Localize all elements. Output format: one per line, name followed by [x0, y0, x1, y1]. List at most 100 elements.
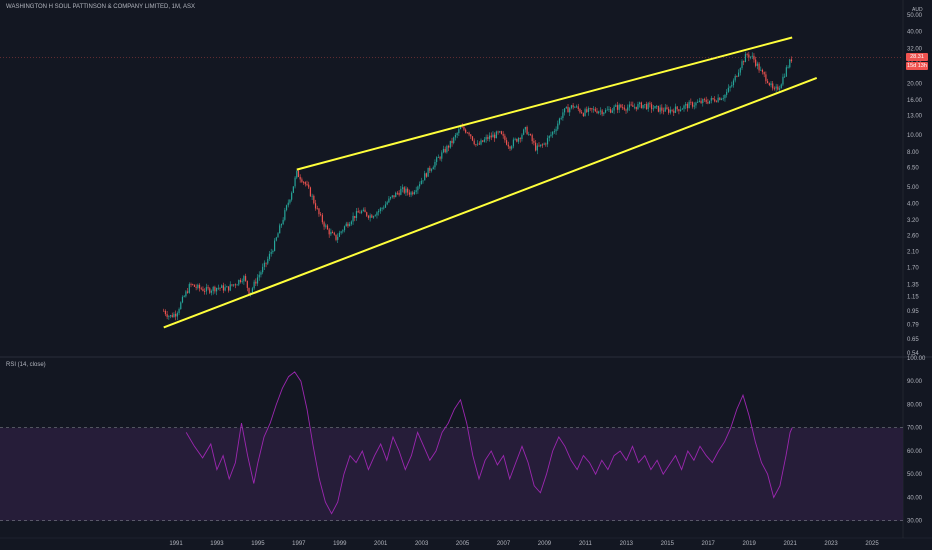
time-tick-label: 1995 [251, 541, 265, 547]
time-tick-label: 2019 [742, 541, 756, 547]
candle-up [272, 249, 274, 254]
candle-up [540, 144, 542, 148]
candle-up [284, 207, 286, 222]
candlestick-series [163, 51, 793, 321]
candle-body [639, 102, 641, 105]
candle-down [772, 81, 774, 91]
candle-down [444, 146, 446, 154]
candle-body [523, 129, 525, 135]
candle-up [454, 132, 457, 141]
candle-body [490, 135, 492, 138]
candle-up [410, 191, 412, 198]
candle-up [780, 83, 782, 89]
price-tick-label: 0.65 [907, 337, 919, 343]
candle-body [575, 106, 578, 108]
candle-down [366, 211, 368, 218]
candle-body [296, 170, 298, 178]
candle-body [316, 208, 318, 210]
candle-up [512, 137, 515, 149]
candle-body [789, 59, 791, 68]
candle-up [702, 98, 704, 107]
candle-up [639, 101, 641, 108]
candle-body [347, 223, 349, 227]
candle-body [683, 105, 685, 109]
candle-body [202, 289, 204, 292]
candle-up [555, 126, 557, 135]
candle-body [499, 131, 501, 133]
candle-up [775, 83, 777, 93]
candle-down [765, 71, 767, 84]
candle-body [176, 313, 178, 317]
candle-body [627, 107, 629, 111]
candle-down [439, 155, 441, 161]
candle-body [654, 106, 656, 109]
candle-body [666, 107, 668, 109]
candle-down [777, 84, 779, 91]
candle-body [451, 140, 453, 144]
candle-body [480, 140, 482, 145]
candle-body [357, 211, 359, 213]
candle-body [168, 316, 170, 317]
candle-body [543, 143, 545, 145]
trendline-lower[interactable] [163, 77, 818, 329]
candle-up [233, 284, 235, 287]
candle-down [579, 108, 581, 114]
candle-up [528, 131, 530, 136]
candle-up [424, 170, 426, 181]
candle-body [569, 108, 571, 113]
candle-body [644, 104, 646, 105]
price-tick-label: 3.20 [907, 218, 919, 224]
time-tick-label: 1997 [292, 541, 306, 547]
candle-up [262, 263, 264, 275]
candle-body [289, 199, 291, 203]
candle-body [681, 108, 683, 110]
candle-up [263, 260, 265, 271]
candle-body [395, 192, 397, 198]
candle-down [768, 82, 770, 87]
candle-down [227, 286, 230, 293]
candle-body [656, 105, 658, 107]
candle-down [202, 286, 204, 292]
candle-body [192, 284, 194, 286]
candle-down [198, 283, 201, 292]
candle-body [318, 208, 320, 215]
candle-body [195, 286, 197, 288]
candle-up [267, 256, 269, 266]
candle-body [709, 100, 711, 104]
candle-up [744, 51, 747, 63]
candle-down [502, 131, 504, 139]
candle-down [470, 133, 472, 139]
candle-up [415, 186, 417, 195]
candle-down [164, 309, 167, 317]
candle-up [432, 165, 434, 170]
candle-body [321, 215, 323, 223]
trendline-upper[interactable] [296, 36, 793, 171]
candle-up [442, 145, 445, 154]
candle-down [686, 102, 689, 112]
candle-body [473, 140, 475, 145]
price-tick-label: 6.50 [907, 165, 919, 171]
candle-body [768, 82, 770, 86]
candle-body [770, 83, 772, 86]
candle-body [381, 208, 383, 209]
candle-down [318, 208, 320, 217]
candle-body [325, 225, 327, 227]
price-tick-label: 0.95 [907, 309, 919, 315]
candle-up [751, 52, 753, 59]
candle-body [535, 142, 537, 151]
candle-up [185, 290, 187, 298]
candle-up [674, 103, 677, 114]
candle-body [790, 59, 793, 62]
candle-up [483, 137, 486, 143]
candle-up [256, 274, 259, 287]
candle-body [642, 104, 644, 109]
candle-down [538, 142, 540, 147]
candle-down [657, 105, 660, 113]
candle-down [767, 78, 769, 84]
candle-down [622, 104, 624, 110]
candle-body [274, 240, 276, 251]
candle-body [620, 104, 622, 108]
candle-body [345, 223, 347, 227]
candle-body [577, 106, 579, 110]
